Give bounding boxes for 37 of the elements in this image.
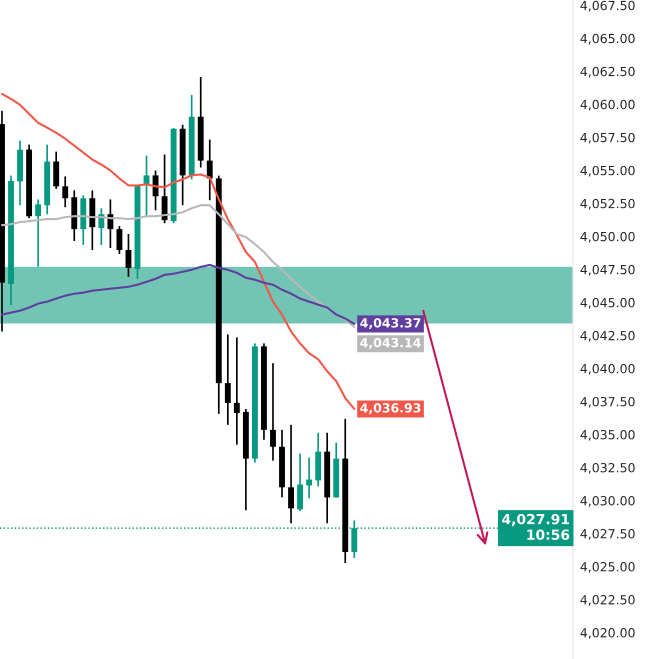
- candlestick: [126, 233, 132, 278]
- candlestick: [162, 154, 168, 224]
- y-tick-label: 4,022.50: [580, 595, 635, 606]
- y-tick-label: 4,060.00: [580, 100, 635, 111]
- y-tick-label: 4,037.50: [580, 396, 635, 408]
- y-tick-label: 4,045.00: [580, 298, 635, 309]
- y-tick-label: 4,055.00: [580, 166, 635, 177]
- y-tick-label: 4,065.00: [580, 34, 635, 44]
- data-label: 4,036.93: [360, 403, 420, 414]
- y-tick-label: 4,057.50: [580, 132, 635, 144]
- y-tick-label: 4,062.50: [580, 66, 635, 78]
- data-label: 4,043.14: [360, 338, 421, 349]
- y-tick-label: 4,067.50: [580, 0, 635, 12]
- y-tick-label: 4,025.00: [580, 562, 635, 573]
- candlestick: [35, 198, 42, 268]
- ref-line-label: 4,027.91 10:56: [502, 514, 570, 540]
- candlestick: [144, 154, 150, 218]
- y-tick-label: 4,030.00: [580, 496, 635, 507]
- y-tick-label: 4,020.00: [580, 628, 635, 639]
- candlestick: [270, 362, 276, 462]
- y-tick-label: 4,050.00: [580, 232, 635, 243]
- y-tick-label: 4,035.00: [580, 430, 635, 441]
- candlestick: [152, 170, 158, 212]
- y-tick-label: 4,032.50: [580, 462, 635, 474]
- candlestick: [224, 334, 231, 426]
- data-label: 4,043.37: [360, 318, 420, 330]
- line-series: [0, 204, 356, 328]
- candlestick: [234, 336, 240, 446]
- candlestick: [288, 424, 294, 524]
- y-tick-label: 4,027.50: [580, 529, 635, 540]
- y-tick-label: 4,052.50: [580, 198, 635, 210]
- y-tick-label: 4,040.00: [580, 364, 635, 375]
- y-tick-label: 4,042.50: [580, 330, 635, 342]
- y-tick-label: 4,047.50: [580, 264, 635, 276]
- candlestick: [116, 225, 122, 255]
- candlestick: [306, 456, 312, 500]
- candlestick: [62, 176, 68, 208]
